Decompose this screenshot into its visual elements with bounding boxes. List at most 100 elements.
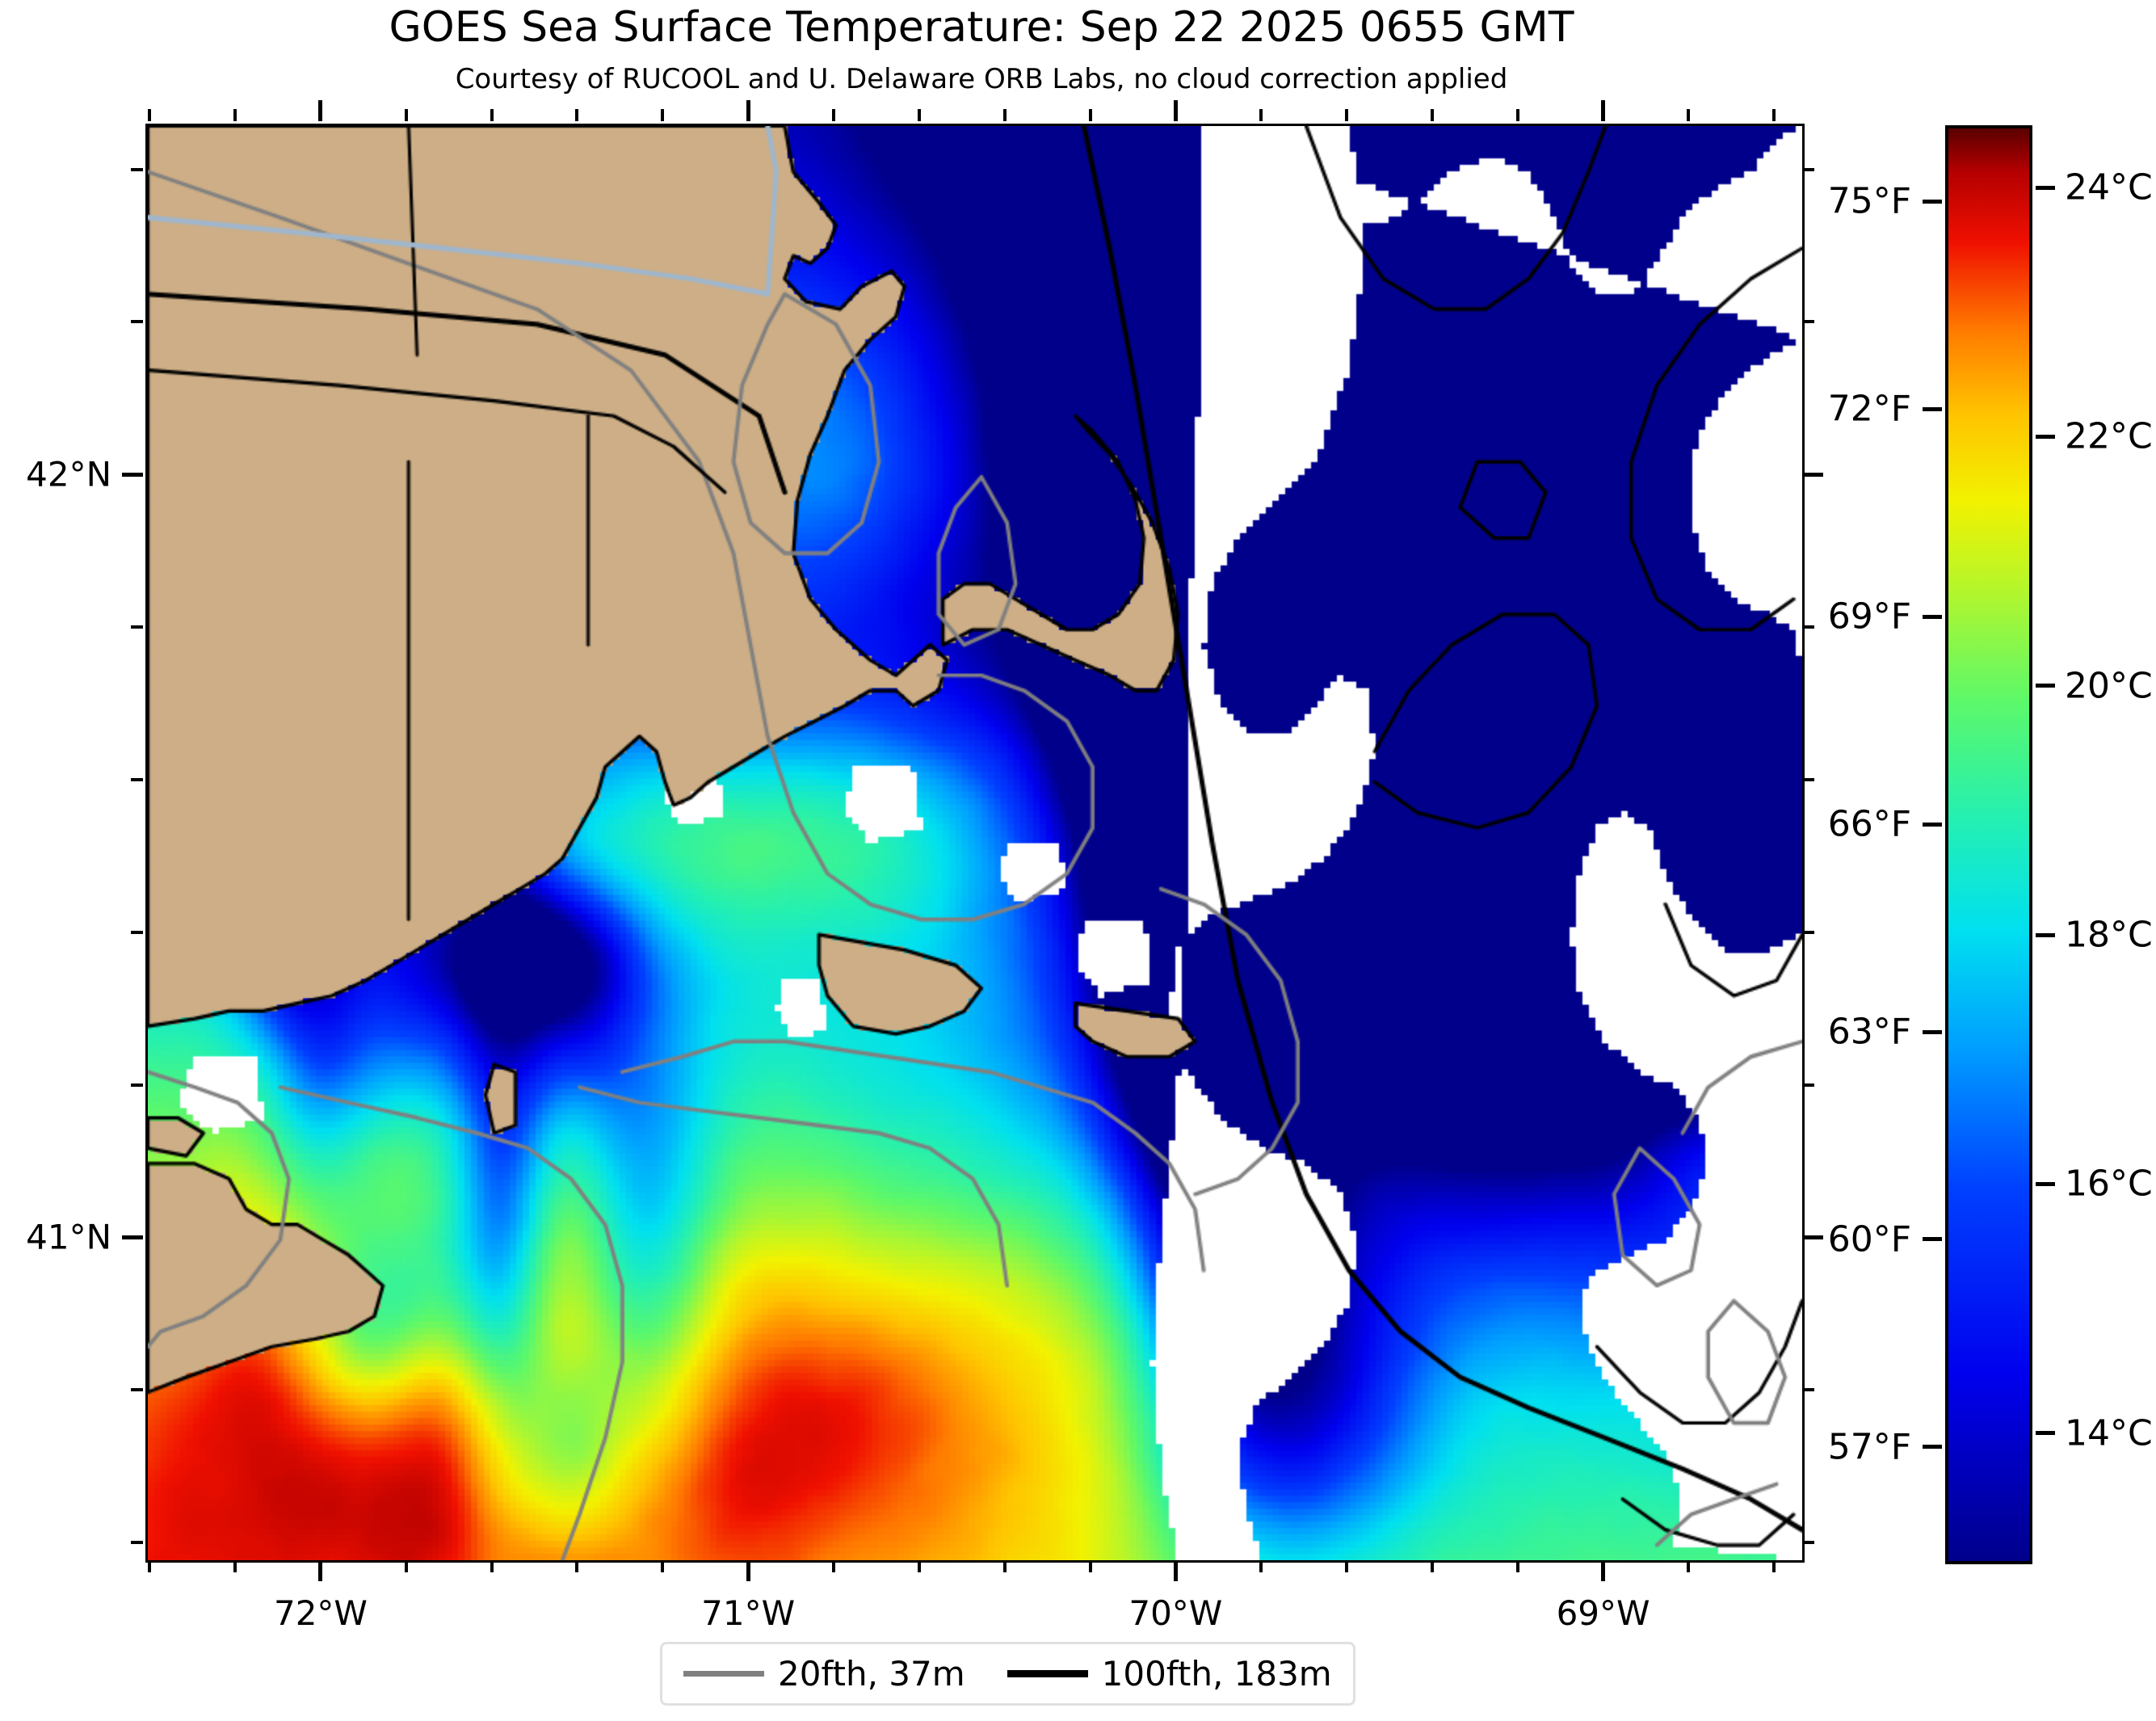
x-tick-minor (1515, 1560, 1519, 1572)
colorbar-tick-f-3 (1923, 822, 1942, 827)
x-tick-minor (1772, 1560, 1776, 1572)
colorbar-tick-c-5 (2036, 1431, 2055, 1436)
x-tick-major (1601, 1560, 1606, 1581)
colorbar-label-f-2: 69°F (1827, 595, 1911, 637)
x-tick-major-top (1601, 100, 1606, 121)
x-tick-minor (661, 1560, 665, 1572)
colorbar-tick-f-6 (1923, 1445, 1942, 1450)
legend-line-20fth-icon (683, 1671, 764, 1677)
y-tick-minor (131, 320, 143, 324)
x-tick-major (1173, 1560, 1178, 1581)
x-tick-minor (1430, 1560, 1434, 1572)
y-tick-minor-right (1802, 777, 1814, 781)
colorbar-tick-f-2 (1923, 614, 1942, 619)
y-tick-major-right (1802, 472, 1823, 477)
legend-label-100fth: 100fth, 183m (1101, 1654, 1332, 1694)
x-tick-minor (917, 1560, 921, 1572)
x-tick-minor (404, 1560, 408, 1572)
x-tick-label-3: 69°W (1556, 1593, 1650, 1633)
y-tick-minor (131, 167, 143, 171)
colorbar-label-c-1: 22°C (2065, 415, 2153, 457)
colorbar-label-c-2: 20°C (2065, 665, 2153, 707)
x-tick-minor-top (1345, 109, 1349, 121)
colorbar-tick-c-4 (2036, 1181, 2055, 1186)
x-tick-minor-top (1088, 109, 1092, 121)
legend-item-100fth: 100fth, 183m (1007, 1654, 1332, 1694)
x-tick-minor (1687, 1560, 1691, 1572)
x-tick-label-2: 70°W (1128, 1593, 1223, 1633)
colorbar-label-f-4: 63°F (1827, 1011, 1911, 1053)
y-tick-minor-right (1802, 1388, 1814, 1392)
coastline-isobath-overlay (148, 126, 1802, 1560)
colorbar-label-c-4: 16°C (2065, 1163, 2153, 1205)
x-tick-minor (1088, 1560, 1092, 1572)
legend-line-100fth-icon (1007, 1670, 1088, 1677)
x-tick-minor (575, 1560, 579, 1572)
x-tick-minor-top (917, 109, 921, 121)
x-tick-minor-top (661, 109, 665, 121)
x-tick-minor (233, 1560, 237, 1572)
x-tick-minor (490, 1560, 494, 1572)
colorbar-label-f-1: 72°F (1827, 388, 1911, 430)
x-tick-major (318, 1560, 323, 1581)
x-tick-major-top (746, 100, 750, 121)
isobath-legend: 20fth, 37m 100fth, 183m (660, 1642, 1355, 1706)
x-tick-minor-top (1687, 109, 1691, 121)
y-tick-label-0: 42°N (26, 454, 111, 494)
colorbar-tick-f-4 (1923, 1029, 1942, 1034)
y-tick-minor (131, 1541, 143, 1545)
colorbar-label-f-3: 66°F (1827, 803, 1911, 845)
x-tick-minor-top (1772, 109, 1776, 121)
y-tick-minor-right (1802, 1083, 1814, 1087)
y-tick-minor (131, 930, 143, 934)
x-tick-minor (1002, 1560, 1007, 1572)
y-tick-minor (131, 625, 143, 629)
y-tick-label-1: 41°N (26, 1217, 111, 1257)
y-tick-minor (131, 1388, 143, 1392)
x-tick-minor-top (233, 109, 237, 121)
y-tick-minor (131, 777, 143, 781)
colorbar-tick-c-3 (2036, 932, 2055, 937)
y-tick-major (122, 472, 143, 477)
x-tick-minor-top (1002, 109, 1007, 121)
colorbar-tick-c-1 (2036, 434, 2055, 439)
colorbar-label-c-0: 24°C (2065, 166, 2153, 208)
x-tick-minor (1345, 1560, 1349, 1572)
page-subtitle: Courtesy of RUCOOL and U. Delaware ORB L… (455, 63, 1508, 95)
y-tick-major (122, 1235, 143, 1239)
colorbar-label-c-3: 18°C (2065, 914, 2153, 956)
legend-item-20fth: 20fth, 37m (683, 1654, 965, 1694)
y-tick-major-right (1802, 1235, 1823, 1239)
x-tick-minor (832, 1560, 835, 1572)
y-tick-minor (131, 1083, 143, 1087)
x-tick-major-top (1173, 100, 1178, 121)
colorbar-label-c-5: 14°C (2065, 1412, 2153, 1454)
colorbar-label-f-0: 75°F (1827, 180, 1911, 222)
x-tick-minor-top (575, 109, 579, 121)
x-tick-minor-top (1430, 109, 1434, 121)
y-tick-minor-right (1802, 167, 1814, 171)
x-tick-minor-top (404, 109, 408, 121)
colorbar-tick-f-5 (1923, 1237, 1942, 1242)
y-tick-minor-right (1802, 1541, 1814, 1545)
x-tick-major-top (318, 100, 323, 121)
x-tick-minor (1259, 1560, 1263, 1572)
colorbar-tick-c-2 (2036, 684, 2055, 688)
map-axes[interactable] (145, 124, 1805, 1563)
colorbar-axes[interactable] (1945, 125, 2032, 1564)
colorbar-gradient (1948, 128, 2029, 1561)
y-tick-minor-right (1802, 320, 1814, 324)
x-tick-label-1: 71°W (701, 1593, 796, 1633)
x-tick-major (746, 1560, 750, 1581)
y-tick-minor-right (1802, 930, 1814, 934)
colorbar-tick-c-0 (2036, 185, 2055, 190)
colorbar-tick-f-1 (1923, 406, 1942, 411)
legend-label-20fth: 20fth, 37m (778, 1654, 965, 1694)
colorbar-tick-f-0 (1923, 199, 1942, 204)
x-tick-minor-top (490, 109, 494, 121)
x-tick-minor-top (1259, 109, 1263, 121)
x-tick-label-0: 72°W (273, 1593, 368, 1633)
colorbar-label-f-5: 60°F (1827, 1218, 1911, 1260)
x-tick-minor-top (148, 109, 152, 121)
